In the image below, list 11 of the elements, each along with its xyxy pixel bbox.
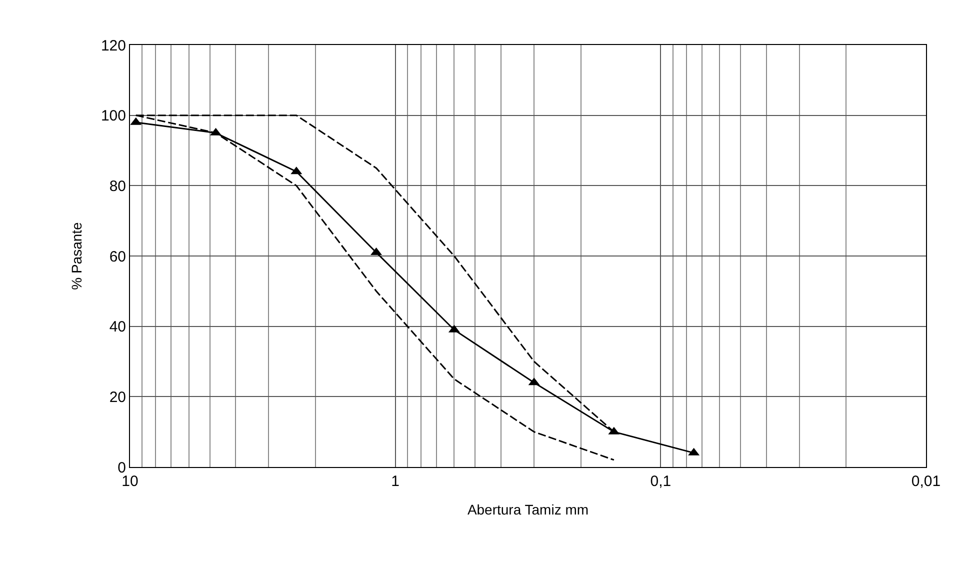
y-tick-label: 120 <box>100 37 126 54</box>
x-tick-label: 1 <box>391 473 400 490</box>
y-tick-label: 40 <box>109 318 126 336</box>
y-axis-title: % Pasante <box>68 222 85 290</box>
y-tick-label: 100 <box>100 108 126 125</box>
x-tick-label: 0,1 <box>650 473 672 490</box>
y-tick-label: 20 <box>109 388 126 406</box>
y-tick-label: 80 <box>109 178 126 195</box>
x-axis-title: Abertura Tamiz mm <box>467 501 589 518</box>
y-tick-label: 60 <box>109 248 126 266</box>
x-tick-label: 0,01 <box>911 473 941 490</box>
